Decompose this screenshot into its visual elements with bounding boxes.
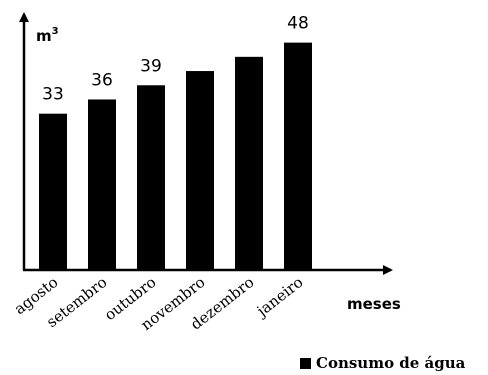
category-tick-labels: agostosetembrooutubronovembrodezembrojan… <box>11 273 307 334</box>
tick-label-janeiro: janeiro <box>252 273 307 321</box>
data-label-agosto: 33 <box>42 85 64 105</box>
legend-entry: Consumo de água <box>316 354 466 372</box>
data-label-setembro: 36 <box>91 70 113 90</box>
bar-novembro <box>186 71 214 270</box>
bar-dezembro <box>235 56 263 271</box>
bar-janeiro <box>284 42 312 271</box>
y-axis-title: m3 <box>36 26 59 45</box>
data-label-outubro: 39 <box>140 56 162 76</box>
bar-outubro <box>137 85 165 271</box>
data-labels: 33 36 39 48 <box>42 14 309 105</box>
data-label-janeiro: 48 <box>287 14 309 34</box>
bar-agosto <box>39 113 67 271</box>
legend-swatch <box>300 358 311 369</box>
legend: Consumo de água <box>300 354 466 372</box>
x-axis-title: meses <box>347 295 401 313</box>
bar-setembro <box>88 99 116 270</box>
bar-series <box>39 42 312 271</box>
